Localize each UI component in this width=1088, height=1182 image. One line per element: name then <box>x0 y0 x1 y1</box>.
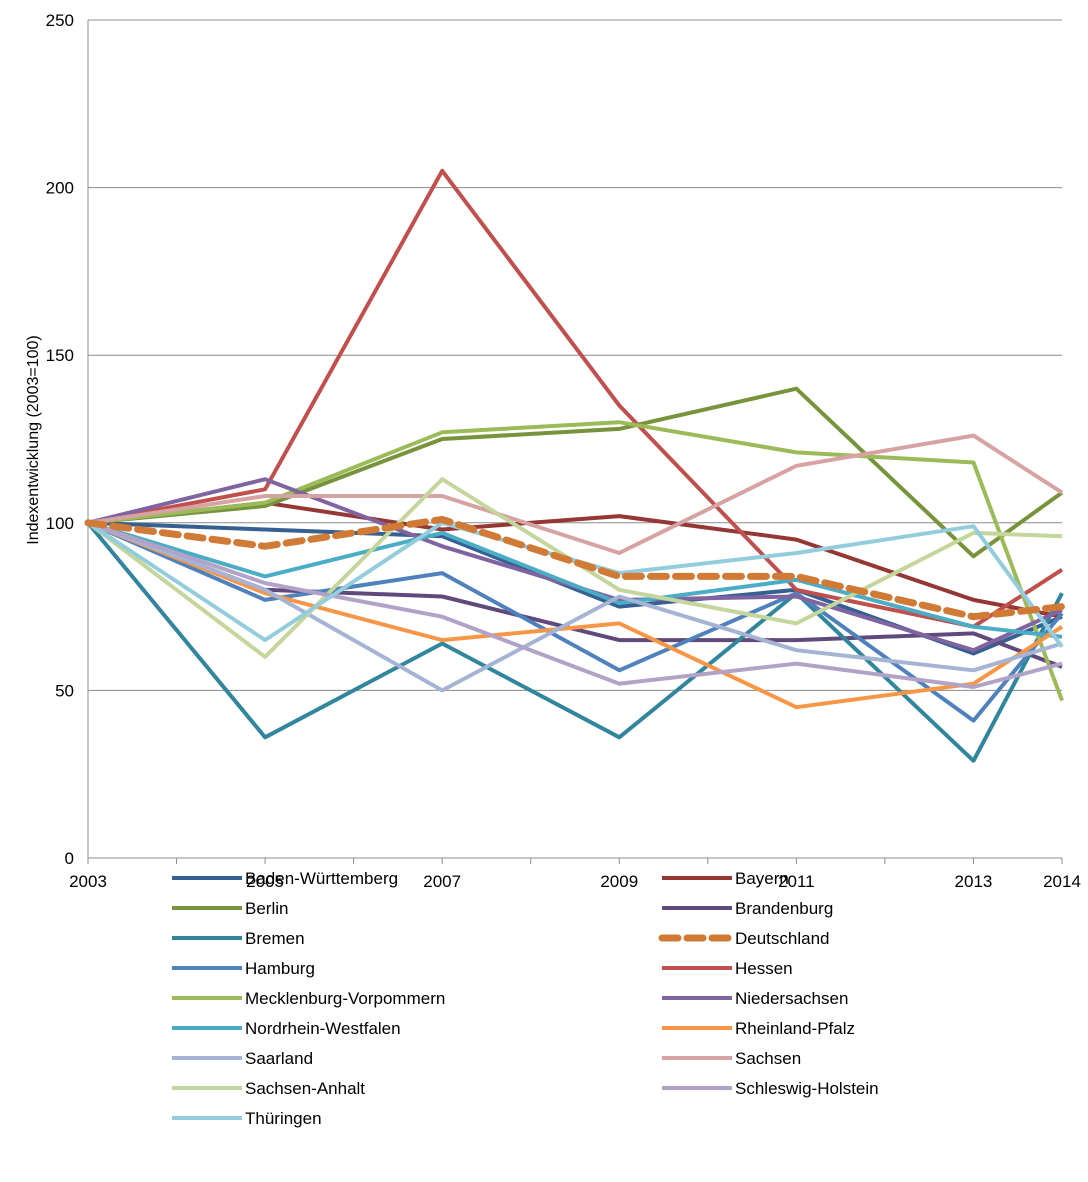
y-tick-label: 0 <box>65 849 74 868</box>
tick-labels: 0 50 100 150 200 250 2003 2005 2007 2009 2011 2013 2… <box>46 11 1081 891</box>
legend-label: Deutschland <box>735 929 830 948</box>
legend-label: Rheinland-Pfalz <box>735 1019 855 1038</box>
x-tick-label: 2009 <box>600 872 638 891</box>
series-line-saarland <box>87 520 1063 693</box>
x-tick-label: 2005 <box>246 872 284 891</box>
y-tick-label: 150 <box>46 346 74 365</box>
legend-item: Bremen <box>172 929 305 948</box>
series-line-sachsen-anhalt <box>86 477 1063 659</box>
y-axis-title: Indexentwicklung (2003=100) <box>25 335 42 544</box>
y-tick-label: 100 <box>46 514 74 533</box>
legend-item: Hamburg <box>172 959 315 978</box>
legend-label: Brandenburg <box>735 899 833 918</box>
legend-item: Rheinland-Pfalz <box>662 1019 855 1038</box>
legend-item: Nordrhein-Westfalen <box>172 1019 401 1038</box>
series-line-bremen <box>86 521 1064 763</box>
series-line-baden-w-rttemberg <box>87 520 1063 656</box>
x-tick-label: 2011 <box>778 872 815 891</box>
legend-item: Schleswig-Holstein <box>662 1079 879 1098</box>
series-line-sachsen <box>87 433 1064 555</box>
legend-item: Sachsen-Anhalt <box>172 1079 365 1098</box>
legend-label: Schleswig-Holstein <box>735 1079 879 1098</box>
series-line-deutschland <box>84 515 1066 621</box>
legend-label: Sachsen <box>735 1049 801 1068</box>
series-line-hessen <box>87 168 1064 629</box>
series-line-schleswig-holstein <box>87 520 1063 689</box>
legend-label: Thüringen <box>245 1109 322 1128</box>
series-line-nordrhein-westfalen <box>87 520 1063 639</box>
y-tick-label: 50 <box>55 681 74 700</box>
legend-item: Berlin <box>172 899 288 918</box>
series-line-rheinland-pfalz <box>87 520 1064 710</box>
legend-item: Sachsen <box>662 1049 801 1068</box>
axes <box>87 20 1063 864</box>
legend-label: Berlin <box>245 899 288 918</box>
legend-item: Baden-Württemberg <box>172 869 398 888</box>
y-tick-label: 200 <box>46 179 74 198</box>
x-tick-label: 2014 <box>1043 872 1081 891</box>
legend-item: Mecklenburg-Vorpommern <box>172 989 445 1008</box>
legend: Baden-Württemberg Bayern Berlin Brandenburg… <box>172 869 879 1128</box>
legend-label: Hessen <box>735 959 793 978</box>
legend-label: Mecklenburg-Vorpommern <box>245 989 445 1008</box>
series-line-mecklenburg-vorpommern <box>87 420 1064 702</box>
series-lines <box>84 168 1066 763</box>
legend-label: Nordrhein-Westfalen <box>245 1019 401 1038</box>
legend-item: Brandenburg <box>662 899 833 918</box>
legend-label: Sachsen-Anhalt <box>245 1079 365 1098</box>
series-line-hamburg <box>87 520 1064 723</box>
legend-item: Niedersachsen <box>662 989 848 1008</box>
legend-label: Bayern <box>735 869 789 888</box>
legend-item: Bayern <box>662 869 789 888</box>
series-line-niedersachsen <box>87 477 1063 653</box>
legend-item: Saarland <box>172 1049 313 1068</box>
y-tick-label: 250 <box>46 11 74 30</box>
legend-label: Niedersachsen <box>735 989 848 1008</box>
legend-label: Bremen <box>245 929 305 948</box>
legend-item: Deutschland <box>658 929 830 948</box>
series-line-th-ringen <box>86 520 1064 648</box>
x-tick-label: 2003 <box>69 872 107 891</box>
x-tick-label: 2007 <box>423 872 461 891</box>
legend-label: Hamburg <box>245 959 315 978</box>
legend-item: Hessen <box>662 959 793 978</box>
legend-label: Baden-Württemberg <box>245 869 398 888</box>
legend-item: Thüringen <box>172 1109 322 1128</box>
legend-label: Saarland <box>245 1049 313 1068</box>
series-line-berlin <box>87 386 1064 559</box>
x-tick-label: 2013 <box>955 872 993 891</box>
